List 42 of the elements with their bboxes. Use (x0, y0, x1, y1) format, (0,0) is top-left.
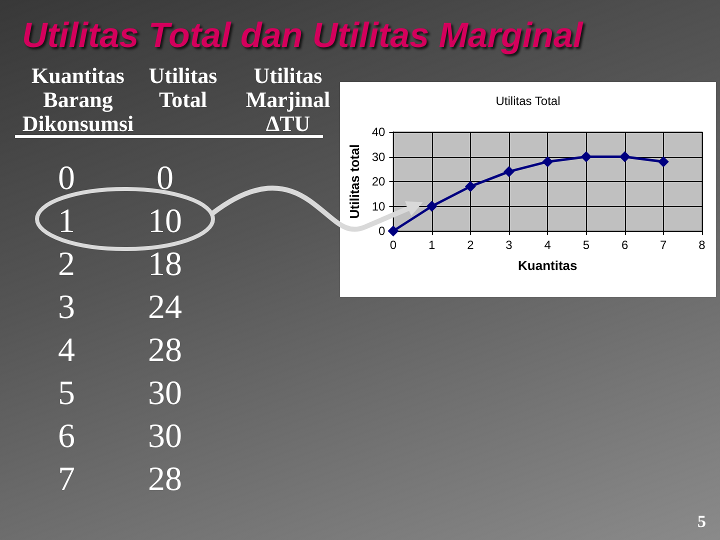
data-label: 28 (148, 332, 182, 369)
data-label: 10 (148, 203, 182, 240)
text: 5 (698, 512, 706, 532)
point (426, 200, 438, 212)
x-tick-label: Utilitas Marjinal ΔTU (246, 63, 330, 136)
y-tick-label: 5 (58, 374, 75, 414)
y-tick-label: 10 (372, 199, 386, 214)
x-tick-label: 8 (698, 238, 706, 252)
x-tick-label: 5 (582, 238, 590, 252)
data-label: 30 (148, 375, 182, 412)
data-label: 30 (148, 418, 182, 455)
point (580, 151, 592, 162)
y-axis-title: Utilitas total (347, 144, 362, 219)
y-tick-label: 0 (378, 224, 386, 238)
point (504, 166, 515, 178)
point (388, 226, 399, 236)
point (542, 156, 554, 168)
x-tick-label: 4 (544, 238, 552, 252)
y-tick-label: 20 (372, 174, 386, 188)
y-tick-label: 40 (372, 125, 386, 139)
data-label: 18 (148, 246, 182, 283)
x-tick-label: 6 (621, 238, 628, 252)
point (658, 156, 669, 168)
x-tick-label: 1 (428, 238, 436, 252)
y-axis-title: Kuantitas Barang Dikonsumsi (22, 63, 134, 136)
x-tick-label: 2 (467, 238, 474, 252)
point (619, 151, 630, 162)
data-label: 0 (156, 160, 174, 197)
y-tick-label: 6 (58, 417, 75, 457)
x-axis-title: Kuantitas (518, 258, 578, 273)
y-tick-label: 4 (58, 331, 75, 371)
x-tick-label: 0 (390, 238, 397, 252)
x-tick-label: 7 (660, 238, 668, 252)
y-tick-label: 0 (58, 159, 75, 199)
y-tick-label: 3 (58, 288, 75, 328)
point (464, 180, 476, 192)
data-label: 28 (148, 461, 182, 498)
chart-title: Utilitas Total dan Utilitas Marginal (22, 16, 583, 56)
data-label: 24 (148, 289, 182, 326)
y-tick-label: 7 (58, 460, 75, 500)
y-tick-label: 30 (372, 150, 386, 164)
x-tick-label: 3 (506, 238, 513, 252)
